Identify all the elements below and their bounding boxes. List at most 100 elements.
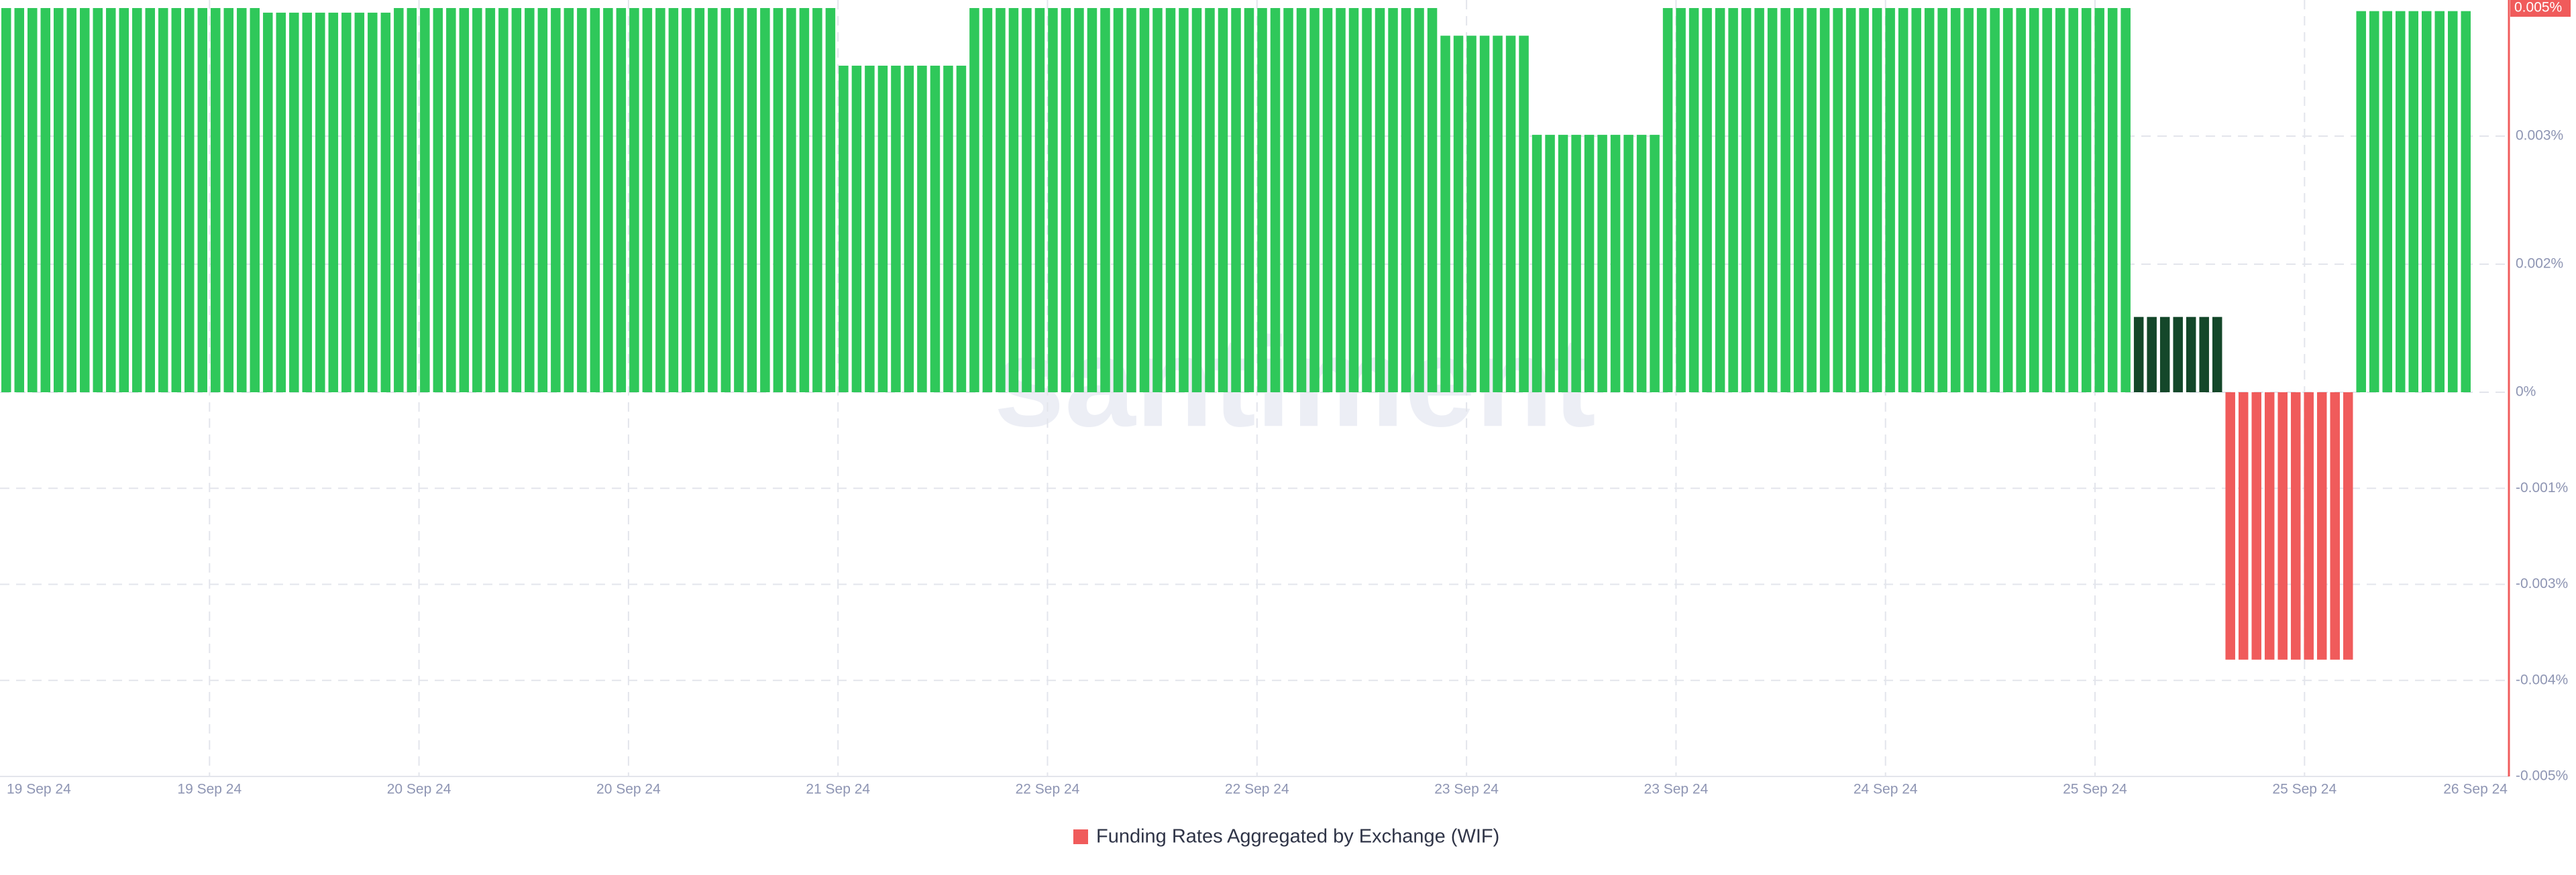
bar [629,8,639,392]
bar [720,8,731,392]
bar [1414,8,1424,392]
bar [2356,11,2366,393]
bar [786,8,796,392]
bar [237,8,247,392]
bar [1152,8,1163,392]
bar [825,8,836,392]
x-tick-label: 19 Sep 24 [177,782,241,797]
bar [1493,36,1503,393]
x-tick-label: 26 Sep 24 [2443,782,2508,797]
bar [1257,8,1267,392]
bar [1479,36,1490,393]
bar [341,12,352,393]
bar [1048,8,1058,392]
bar [1571,135,1581,392]
bar [2016,8,2026,392]
bar [891,65,901,392]
bar [446,8,456,392]
bar [1231,8,1241,392]
x-tick-label: 22 Sep 24 [1225,782,1289,797]
bar [197,8,208,392]
bar [1597,135,1607,392]
bar [302,12,313,393]
bar [1558,135,1568,392]
bar [2434,11,2445,393]
bar [2068,8,2078,392]
bar [2277,392,2288,660]
bar [1741,8,1752,392]
bar [655,8,665,392]
bar [511,8,522,392]
bar [1388,8,1398,392]
bar [1610,135,1621,392]
bar [459,8,470,392]
bar [1139,8,1150,392]
bar [1845,8,1856,392]
bar [1833,8,1843,392]
bar [1336,8,1346,392]
bar [2133,316,2144,392]
bar [407,8,417,392]
y-tick-label: 0.003% [2516,128,2563,143]
bar [577,8,587,392]
x-tick-label: 25 Sep 24 [2063,782,2127,797]
bar [1819,8,1830,392]
y-tick-label: -0.004% [2516,672,2568,687]
bar [472,8,482,392]
bar [14,8,25,392]
bar [877,65,888,392]
bar [2382,11,2392,393]
bar [1780,8,1790,392]
tick-highlight [2510,0,2571,17]
bar [1885,8,1895,392]
bar [1807,8,1817,392]
bar [1401,8,1411,392]
bar [1754,8,1764,392]
bar [917,65,927,392]
bar [969,8,979,392]
bar [1859,8,1869,392]
bar [2461,11,2471,393]
bar [564,8,574,392]
bar [603,8,613,392]
bar [1087,8,1097,392]
x-tick-label: 22 Sep 24 [1016,782,1080,797]
bar [1793,8,1804,392]
y-tick-label: -0.001% [2516,480,2568,495]
bar [1296,8,1307,392]
bar [315,12,325,393]
bar [1964,8,1974,392]
bar [590,8,600,392]
bar [2304,392,2314,660]
bar [2094,8,2104,392]
bar [839,65,849,392]
bar [40,8,51,392]
bar [158,8,168,392]
bar [223,8,234,392]
bar [2290,392,2301,660]
bar [1519,36,1529,393]
bar [2147,316,2157,392]
bar [171,8,182,392]
bar [2199,316,2209,392]
bar [2212,316,2222,392]
bar [380,12,391,393]
bar [145,8,156,392]
bar [1715,8,1725,392]
bar [1427,8,1438,392]
bar [498,8,508,392]
bar [1191,8,1202,392]
bar [682,8,692,392]
bar [394,8,404,392]
bar [2316,392,2327,660]
bar [2186,316,2196,392]
bar [1309,8,1320,392]
bar [708,8,718,392]
bar [1584,135,1595,392]
bar [184,8,195,392]
bar [1375,8,1385,392]
bar [2173,316,2183,392]
bar [2029,8,2039,392]
bar [1976,8,1987,392]
bar [2369,11,2379,393]
